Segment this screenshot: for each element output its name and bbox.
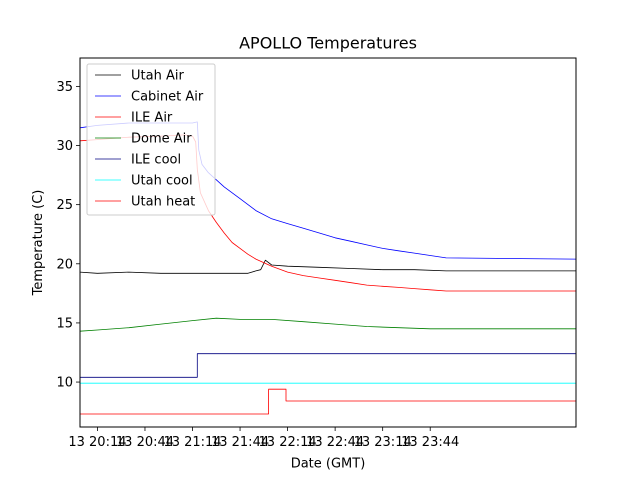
x-tick-label: 13 23:44 [401, 435, 459, 450]
legend-box [86, 63, 216, 216]
legend-label-ile-cool: ILE cool [131, 153, 181, 168]
series-line-utah-air [79, 259, 576, 274]
legend-label-dome-air: Dome Air [131, 132, 192, 147]
legend-label-utah-heat: Utah heat [131, 195, 195, 210]
x-tick-label: 13 22:44 [306, 435, 364, 450]
y-tick-label: 15 [56, 316, 73, 331]
legend-label-ile-air: ILE Air [131, 111, 173, 126]
x-tick-label: 13 21:14 [163, 435, 221, 450]
y-tick-label: 30 [56, 139, 73, 154]
y-tick-label: 20 [56, 257, 73, 272]
chart-title: APOLLO Temperatures [239, 34, 417, 53]
series-line-dome-air [79, 317, 576, 332]
legend-label-utah-cool: Utah cool [131, 174, 193, 189]
legend-label-utah-air: Utah Air [131, 69, 184, 84]
plot-frame [79, 57, 577, 428]
y-axis: 10 15 20 25 30 35 [56, 80, 80, 391]
x-tick-label: 13 21:44 [211, 435, 269, 450]
y-tick-label: 25 [56, 198, 73, 213]
x-tick-label: 13 23:14 [354, 435, 412, 450]
series-layer [79, 121, 577, 415]
y-tick-label: 10 [56, 376, 73, 391]
y-tick-label: 35 [56, 80, 73, 95]
x-tick-label: 13 20:44 [116, 435, 174, 450]
x-tick-label: 13 20:14 [68, 435, 126, 450]
series-line-ile-cool [80, 353, 576, 378]
legend-label-cabinet-air: Cabinet Air [131, 90, 204, 105]
y-axis-label: Temperature (C) [31, 190, 46, 297]
x-tick-label: 13 22:14 [259, 435, 317, 450]
legend: Utah Air Cabinet Air ILE Air Dome Air ILE co… [86, 63, 216, 216]
series-line-utah-heat [80, 388, 576, 415]
x-axis-label: Date (GMT) [291, 457, 366, 472]
